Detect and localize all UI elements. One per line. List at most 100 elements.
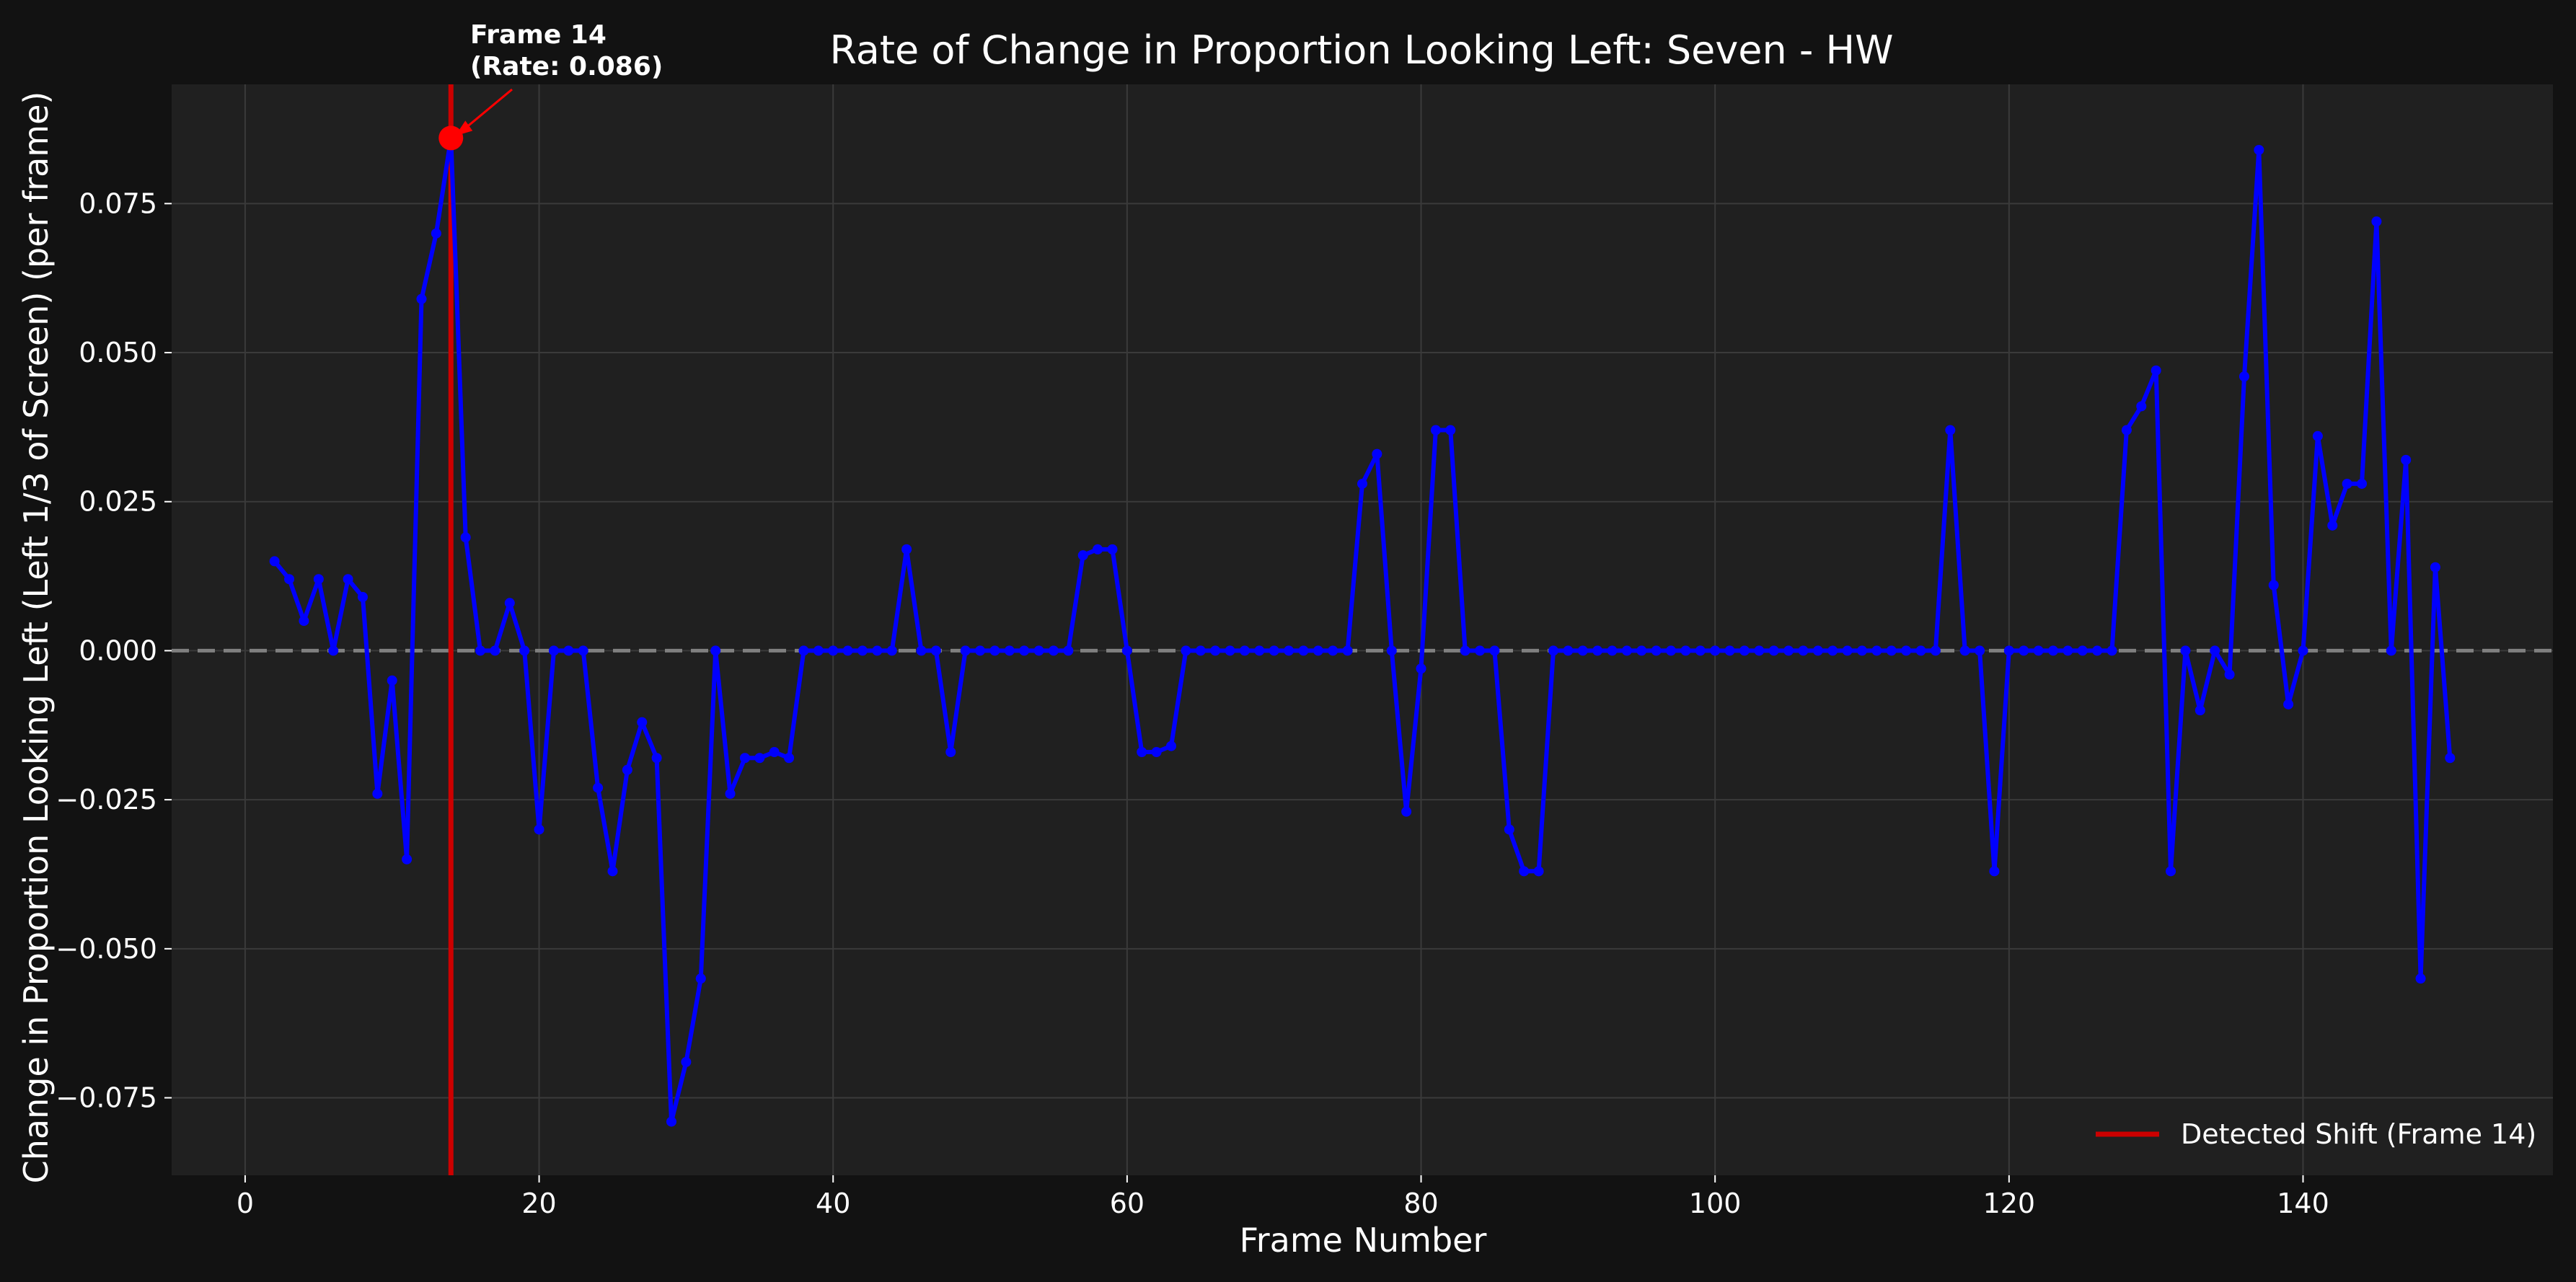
data-point <box>1783 645 1794 656</box>
data-point <box>1239 645 1250 656</box>
data-point <box>1401 806 1412 817</box>
data-point <box>2224 669 2235 680</box>
data-point <box>2445 753 2456 764</box>
data-point <box>387 675 397 686</box>
data-point <box>2210 645 2220 656</box>
data-point <box>2254 144 2264 155</box>
data-point <box>1739 645 1750 656</box>
data-point <box>1959 645 1970 656</box>
data-point <box>1475 645 1486 656</box>
data-point <box>490 645 500 656</box>
data-point <box>1886 645 1897 656</box>
data-point <box>989 645 1000 656</box>
data-point <box>2430 562 2440 573</box>
data-point <box>2180 645 2191 656</box>
data-point <box>1225 645 1235 656</box>
data-point <box>2107 645 2117 656</box>
data-point <box>2386 645 2396 656</box>
data-point <box>901 544 912 554</box>
data-point <box>1460 645 1470 656</box>
data-point <box>1121 645 1132 656</box>
data-point <box>2371 216 2382 227</box>
data-point <box>2298 645 2308 656</box>
data-point <box>1181 645 1191 656</box>
data-point <box>431 228 441 239</box>
data-point <box>2047 645 2058 656</box>
data-point <box>534 824 544 835</box>
data-point <box>1210 645 1221 656</box>
plot-area <box>172 84 2553 1175</box>
x-tick-label: 40 <box>816 1188 850 1219</box>
data-point <box>916 645 927 656</box>
data-point <box>1548 645 1558 656</box>
data-point <box>1901 645 1912 656</box>
data-point <box>1284 645 1294 656</box>
data-point <box>1519 866 1530 877</box>
x-tick-label: 120 <box>1983 1188 2036 1219</box>
data-point <box>593 782 604 793</box>
data-point <box>1033 645 1044 656</box>
data-point <box>842 645 853 656</box>
data-point <box>1871 645 1882 656</box>
y-tick-label: −0.075 <box>56 1082 157 1114</box>
data-point <box>1048 645 1059 656</box>
data-point <box>402 854 413 865</box>
data-point <box>725 788 736 799</box>
data-point <box>1357 478 1367 489</box>
data-point <box>1093 544 1103 554</box>
data-point <box>1989 866 2000 877</box>
data-point <box>2342 478 2352 489</box>
data-point <box>886 645 897 656</box>
data-point <box>1842 645 1853 656</box>
data-point <box>1607 645 1618 656</box>
legend: Detected Shift (Frame 14) <box>2096 1118 2536 1150</box>
data-point <box>2092 645 2103 656</box>
data-point <box>622 764 632 775</box>
data-point <box>1077 550 1088 561</box>
ticks: 0 20 40 60 80 100 120 140 −0.075 −0.050 −0.025 0.00… <box>56 187 2329 1219</box>
data-point <box>548 645 559 656</box>
data-point <box>328 645 339 656</box>
data-point <box>857 645 868 656</box>
data-point <box>681 1056 692 1067</box>
y-tick-label: 0.075 <box>79 187 157 219</box>
data-point <box>1019 645 1030 656</box>
data-point <box>945 746 956 757</box>
annotation-arrowhead <box>455 120 473 136</box>
x-tick-label: 140 <box>2277 1188 2329 1219</box>
peak-annotation: Frame 14 (Rate: 0.086) <box>470 20 663 81</box>
data-point <box>563 645 574 656</box>
x-tick-label: 0 <box>237 1188 254 1219</box>
data-point <box>813 645 824 656</box>
y-tick-label: 0.025 <box>79 486 157 518</box>
data-point <box>1137 746 1147 757</box>
data-point <box>695 973 706 984</box>
data-point <box>1416 663 1426 674</box>
data-point <box>2003 645 2014 656</box>
data-point <box>2151 365 2161 376</box>
data-point <box>2357 478 2368 489</box>
data-point <box>1975 645 1985 656</box>
data-point <box>1636 645 1647 656</box>
grid <box>172 84 2553 1175</box>
data-point <box>2136 401 2147 412</box>
y-tick-label: −0.025 <box>56 784 157 815</box>
data-point <box>1298 645 1309 656</box>
data-point <box>2283 699 2294 709</box>
data-point <box>1445 425 1456 436</box>
data-point <box>1857 645 1868 656</box>
peak-marker <box>438 125 464 151</box>
data-point <box>313 574 324 585</box>
data-point <box>1372 448 1382 459</box>
y-tick-label: −0.050 <box>56 933 157 965</box>
chart-title: Rate of Change in Proportion Looking Lef… <box>829 27 1893 73</box>
data-point <box>1798 645 1809 656</box>
data-point <box>372 788 383 799</box>
data-point <box>343 574 353 585</box>
data-point <box>666 1116 677 1127</box>
legend-entry-shift: Detected Shift (Frame 14) <box>2181 1118 2536 1150</box>
data-point <box>651 753 662 764</box>
data-point <box>475 645 486 656</box>
data-point <box>1592 645 1603 656</box>
